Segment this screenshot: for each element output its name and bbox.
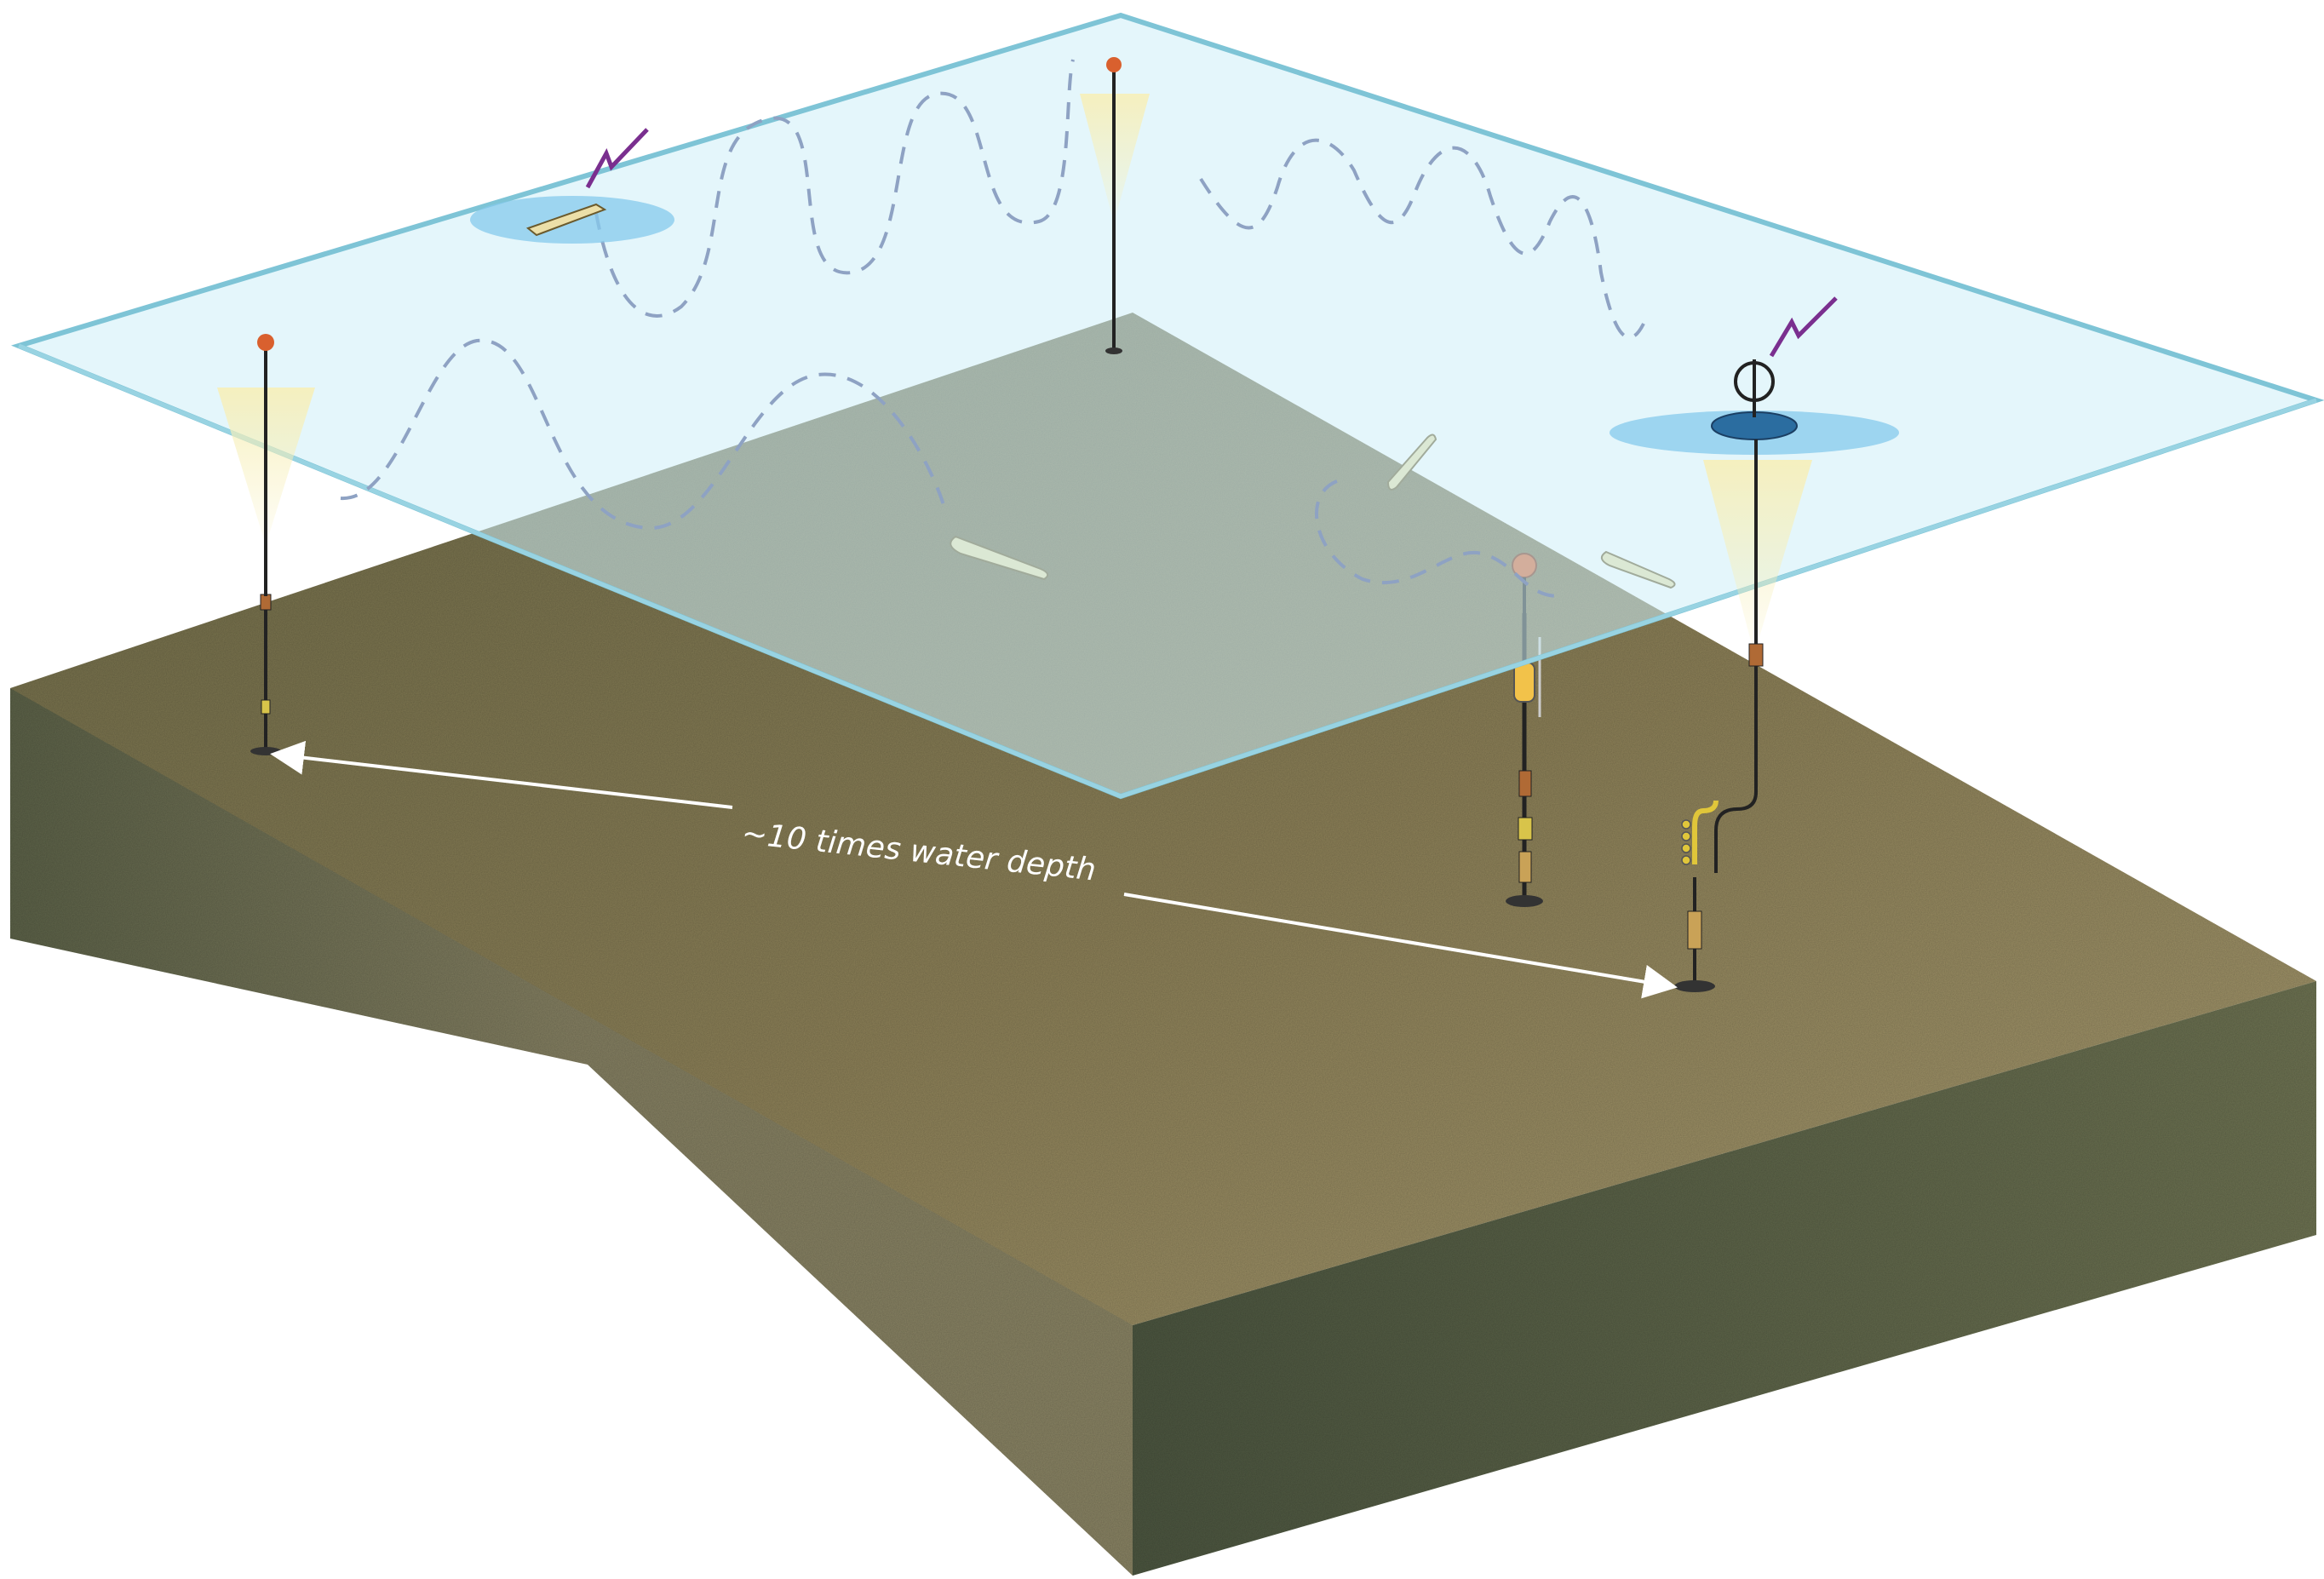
radio-signal-icon [1769, 296, 1838, 358]
surfaced-glider [470, 128, 674, 244]
float-sphere-icon [257, 334, 274, 351]
radio-signal-icon [585, 128, 649, 189]
left-upper-mooring [217, 334, 315, 596]
float-sphere-icon [1106, 57, 1122, 72]
surface-buoy-icon [1610, 296, 1899, 667]
sediment-texture [10, 313, 2316, 1576]
glider-path [340, 59, 1645, 598]
spacing-arrow [270, 740, 1678, 999]
center-mooring [1080, 57, 1150, 354]
buoy-mooring-lower [1674, 656, 1758, 992]
